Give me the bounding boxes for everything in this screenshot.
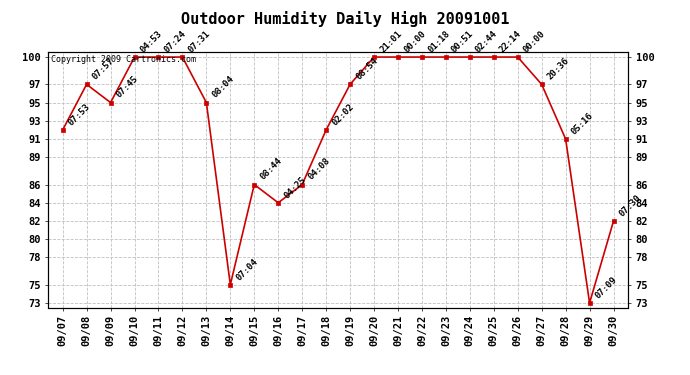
Text: 00:00: 00:00 (402, 29, 428, 54)
Text: 07:57: 07:57 (91, 56, 116, 82)
Text: 02:02: 02:02 (331, 102, 355, 127)
Text: 20:36: 20:36 (546, 56, 571, 82)
Text: 00:00: 00:00 (522, 29, 547, 54)
Text: 07:04: 07:04 (235, 256, 260, 282)
Text: 07:09: 07:09 (594, 275, 619, 300)
Text: 07:45: 07:45 (115, 75, 140, 100)
Text: 22:14: 22:14 (498, 29, 523, 54)
Text: 07:53: 07:53 (67, 102, 92, 127)
Text: 07:24: 07:24 (163, 29, 188, 54)
Text: 04:25: 04:25 (282, 175, 308, 200)
Text: 07:31: 07:31 (186, 29, 212, 54)
Text: 01:18: 01:18 (426, 29, 451, 54)
Text: 04:53: 04:53 (139, 29, 164, 54)
Text: 00:51: 00:51 (450, 29, 475, 54)
Text: 07:30: 07:30 (618, 193, 643, 218)
Text: 21:01: 21:01 (378, 29, 404, 54)
Text: 08:04: 08:04 (210, 75, 236, 100)
Text: 05:16: 05:16 (570, 111, 595, 136)
Text: Copyright 2009 Cartronics.com: Copyright 2009 Cartronics.com (51, 55, 196, 64)
Text: 08:44: 08:44 (259, 156, 284, 182)
Text: 02:44: 02:44 (474, 29, 500, 54)
Text: 08:54: 08:54 (354, 56, 380, 82)
Text: 04:08: 04:08 (306, 156, 332, 182)
Text: Outdoor Humidity Daily High 20091001: Outdoor Humidity Daily High 20091001 (181, 11, 509, 27)
